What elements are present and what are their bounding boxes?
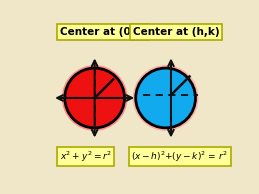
Circle shape xyxy=(136,68,196,128)
Text: Center at (0,0): Center at (0,0) xyxy=(60,27,146,37)
Circle shape xyxy=(133,66,198,130)
Text: Center at (h,k): Center at (h,k) xyxy=(133,27,219,37)
Text: $(x - h)^2$+$(y - k)^2$ = $r^2$: $(x - h)^2$+$(y - k)^2$ = $r^2$ xyxy=(131,149,228,164)
Circle shape xyxy=(62,66,127,130)
Text: $x^2 + y^2 = r^2$: $x^2 + y^2 = r^2$ xyxy=(60,149,112,164)
Circle shape xyxy=(65,68,125,128)
